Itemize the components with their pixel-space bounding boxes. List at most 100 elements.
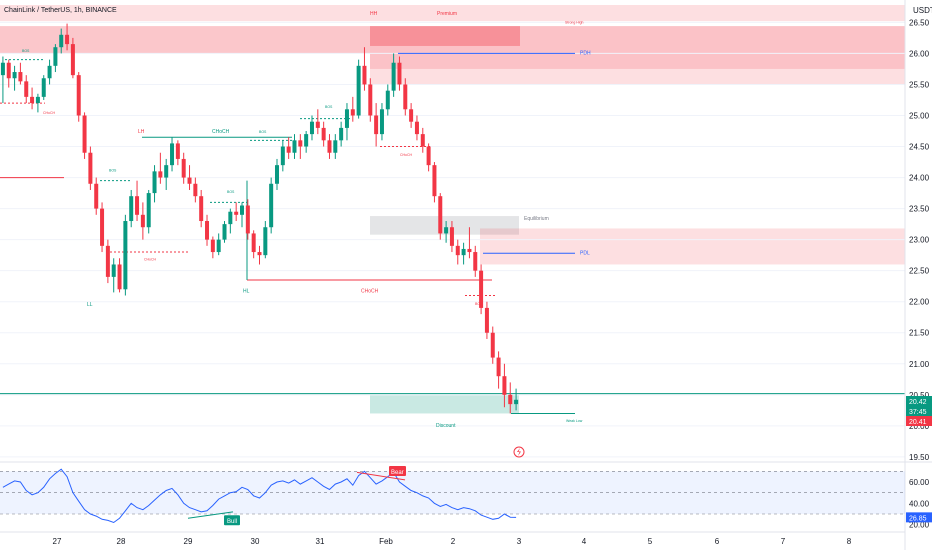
candle-body bbox=[245, 205, 250, 234]
candle-body bbox=[18, 72, 23, 82]
price-tick: 19.50 bbox=[909, 453, 930, 462]
candle-body bbox=[426, 146, 431, 166]
strong-high-label: Strong High bbox=[565, 21, 584, 25]
candle-body bbox=[88, 152, 93, 184]
candle-body bbox=[292, 140, 297, 153]
hh-label: HH bbox=[370, 11, 378, 17]
countdown-badge bbox=[906, 406, 932, 416]
candle-body bbox=[391, 62, 396, 91]
price-axis-bg bbox=[905, 0, 932, 550]
candle-body bbox=[105, 245, 110, 277]
candle-body bbox=[111, 264, 116, 277]
candle-body bbox=[321, 127, 326, 141]
candle-body bbox=[304, 134, 309, 147]
candle-body bbox=[502, 376, 507, 395]
candle-body bbox=[298, 140, 303, 147]
candle-body bbox=[403, 84, 408, 110]
candle-body bbox=[152, 171, 157, 194]
candle-body bbox=[76, 75, 81, 116]
candle-body bbox=[181, 158, 186, 178]
price-tick: 20.50 bbox=[909, 391, 930, 400]
candle-body bbox=[30, 96, 35, 104]
hl-label: HL bbox=[243, 288, 250, 294]
zone-hh-block bbox=[370, 26, 520, 46]
bid-price-text: 20.41 bbox=[909, 419, 927, 426]
time-tick: 31 bbox=[316, 537, 325, 546]
bear-signal-badge bbox=[389, 466, 406, 476]
price-tick: 25.00 bbox=[909, 111, 930, 120]
lightning-bolt-icon bbox=[517, 448, 521, 456]
candle-body bbox=[467, 248, 472, 253]
candle-body bbox=[490, 332, 495, 358]
candle-body bbox=[12, 72, 17, 79]
candle-body bbox=[170, 143, 175, 166]
candle-body bbox=[333, 140, 338, 153]
bid-price-badge bbox=[906, 416, 932, 426]
candle-body bbox=[280, 146, 285, 166]
candle-body bbox=[368, 84, 373, 116]
candle-body bbox=[414, 121, 419, 135]
candle-body bbox=[309, 121, 314, 135]
time-tick: 6 bbox=[715, 537, 720, 546]
time-tick: 3 bbox=[517, 537, 522, 546]
equilibrium-label: Equilibrium bbox=[524, 216, 549, 222]
time-tick: 8 bbox=[847, 537, 852, 546]
candle-body bbox=[129, 196, 134, 222]
candle-body bbox=[315, 121, 320, 128]
candle-body bbox=[350, 109, 355, 116]
candle-body bbox=[461, 248, 466, 256]
candle-body bbox=[449, 227, 454, 246]
candle-body bbox=[257, 252, 262, 256]
choch-dashed-label-a: CHoCH bbox=[144, 258, 157, 262]
time-tick: 29 bbox=[184, 537, 193, 546]
time-tick: 27 bbox=[53, 537, 62, 546]
rsi-tick: 40.00 bbox=[909, 499, 930, 508]
zone-demand-upper bbox=[480, 228, 905, 265]
candle-body bbox=[473, 252, 478, 271]
candle-body bbox=[444, 227, 449, 234]
candle-body bbox=[70, 44, 75, 76]
candle-body bbox=[362, 65, 367, 85]
rsi-last-badge bbox=[906, 512, 932, 523]
bull-signal-badge bbox=[224, 515, 240, 526]
price-tick: 26.50 bbox=[909, 18, 930, 27]
candle-body bbox=[397, 62, 402, 85]
bos-label-e: BOS bbox=[475, 302, 483, 306]
candle-body bbox=[0, 62, 5, 76]
candle-body bbox=[286, 146, 291, 153]
time-tick: 7 bbox=[781, 537, 786, 546]
zone-equilibrium bbox=[370, 216, 519, 235]
candle-body bbox=[251, 233, 256, 253]
premium-label: Premium bbox=[437, 11, 457, 17]
candle-body bbox=[222, 224, 227, 240]
candle-body bbox=[269, 183, 274, 228]
candle-body bbox=[344, 109, 349, 128]
candle-body bbox=[234, 211, 239, 215]
candle-body bbox=[210, 239, 215, 253]
price-tick: 24.00 bbox=[909, 174, 930, 183]
time-tick: 28 bbox=[117, 537, 126, 546]
time-tick: 5 bbox=[648, 537, 653, 546]
zone-premium-top bbox=[0, 5, 905, 22]
time-tick: 30 bbox=[251, 537, 260, 546]
price-tick: 23.50 bbox=[909, 205, 930, 214]
candle-body bbox=[432, 165, 437, 197]
bear-signal-label: Bear bbox=[391, 470, 404, 476]
candle-body bbox=[135, 196, 140, 215]
candle-body bbox=[158, 171, 163, 178]
bos-label-a: BOS bbox=[227, 190, 235, 194]
choch-lower-label: CHoCH bbox=[361, 288, 379, 294]
candle-body bbox=[496, 357, 501, 377]
candle-body bbox=[479, 270, 484, 308]
candle-body bbox=[100, 208, 105, 246]
candle-body bbox=[409, 109, 414, 122]
rsi-tick: 60.00 bbox=[909, 478, 930, 487]
candle-body bbox=[263, 227, 268, 256]
chart-title: ChainLink / TetherUS, 1h, BINANCE bbox=[4, 7, 117, 14]
candle-body bbox=[356, 65, 361, 116]
bull-signal-label: Bull bbox=[227, 519, 237, 525]
candle-body bbox=[65, 34, 70, 45]
candle-body bbox=[94, 183, 99, 209]
candle-body bbox=[41, 78, 46, 97]
